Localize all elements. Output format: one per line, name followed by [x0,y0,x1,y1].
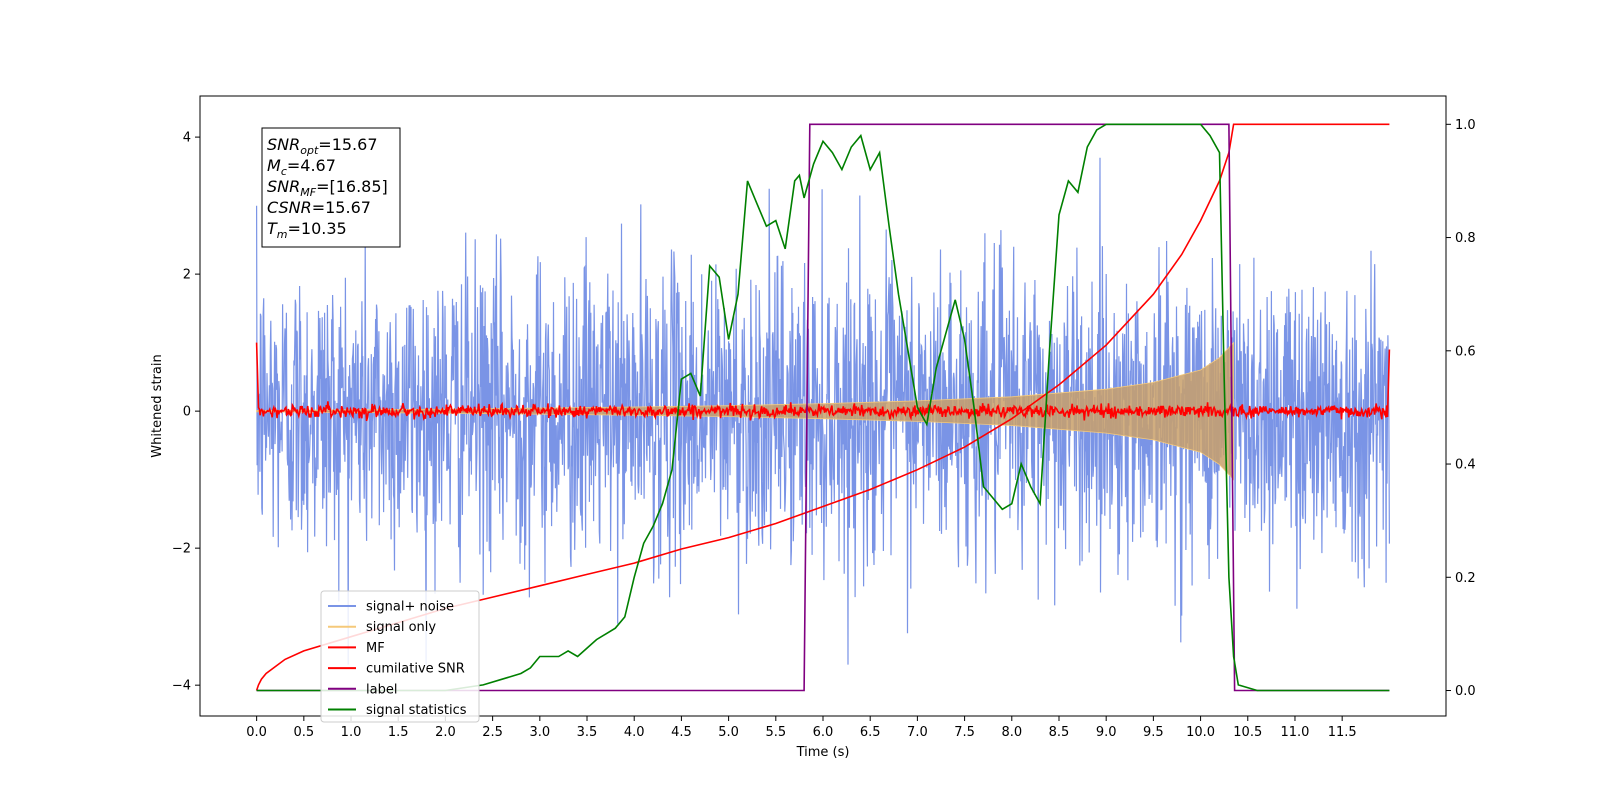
x-tick-label: 6.0 [813,725,834,740]
info-box: SNRopt=15.67Mc=4.67SNRMF=[16.85]CSNR=15.… [261,127,401,248]
x-tick-label: 3.5 [577,725,598,740]
info-line: Mc=4.67 [267,156,336,178]
x-tick-label: 10.0 [1186,725,1215,740]
legend-label: MF [366,641,385,656]
legend-label: signal+ noise [366,600,454,615]
y-left-tick-label: −2 [172,542,191,557]
series-cumulative-snr [255,123,1390,691]
x-tick-label: 2.0 [435,725,456,740]
x-tick-label: 3.0 [529,725,550,740]
info-line: SNRopt=15.67 [267,135,378,157]
x-tick-label: 0.5 [293,725,314,740]
x-tick-label: 8.0 [1001,725,1022,740]
x-tick-label: 0.0 [246,725,267,740]
series-mf [255,342,1391,422]
x-tick-label: 5.5 [765,725,786,740]
info-line: SNRMF=[16.85] [267,177,388,199]
x-tick-label: 6.5 [860,725,881,740]
x-axis-label: Time (s) [796,745,850,760]
x-tick-label: 7.0 [907,725,928,740]
legend-frame [320,590,480,723]
y-left-tick-label: 0 [183,405,191,420]
y-right-tick-label: 1.0 [1455,118,1476,133]
y-right-tick-label: 0.2 [1455,571,1476,586]
x-tick-label: 7.5 [954,725,975,740]
info-line: Tm=10.35 [267,219,347,241]
y-left-tick-label: 4 [183,131,191,146]
series-signal-noise [256,157,1390,665]
y-right-tick-label: 0.4 [1455,458,1476,473]
x-tick-label: 11.5 [1328,725,1357,740]
left-y-axis: −4 −2 0 2 4 [172,131,200,694]
x-tick-label: 1.5 [388,725,409,740]
x-tick-label: 2.5 [482,725,503,740]
x-tick-label: 4.0 [624,725,645,740]
x-tick-label: 11.0 [1280,725,1309,740]
legend-label: signal statistics [366,703,467,718]
x-tick-label: 9.0 [1096,725,1117,740]
info-line: CSNR=15.67 [267,198,371,217]
info-box-frame [261,127,401,248]
y-axis-label-left: Whitened strain [150,354,165,457]
series-signal-statistics [256,123,1390,692]
x-tick-label: 10.5 [1233,725,1262,740]
x-axis: 0.0 0.5 1.0 1.5 2.0 2.5 3.0 3.5 4.0 4.5 5.0 5.5 6.0 6… [246,716,1357,740]
x-tick-label: 5.0 [718,725,739,740]
y-right-tick-label: 0.0 [1455,684,1476,699]
x-tick-label: 4.5 [671,725,692,740]
y-right-tick-label: 0.8 [1455,231,1476,246]
legend-label: label [366,682,397,697]
right-y-axis: 0.0 0.2 0.4 0.6 0.8 1.0 [1446,118,1476,699]
x-tick-label: 9.5 [1143,725,1164,740]
x-tick-label: 1.0 [341,725,362,740]
y-left-tick-label: 2 [183,268,191,283]
plot-area [255,123,1391,692]
y-left-tick-label: −4 [172,679,191,694]
x-tick-label: 8.5 [1049,725,1070,740]
legend-label: signal only [366,620,436,635]
legend: signal+ noise signal only MF cumilative SNR… [320,590,480,723]
y-right-tick-label: 0.6 [1455,344,1476,359]
legend-label: cumilative SNR [366,662,465,677]
